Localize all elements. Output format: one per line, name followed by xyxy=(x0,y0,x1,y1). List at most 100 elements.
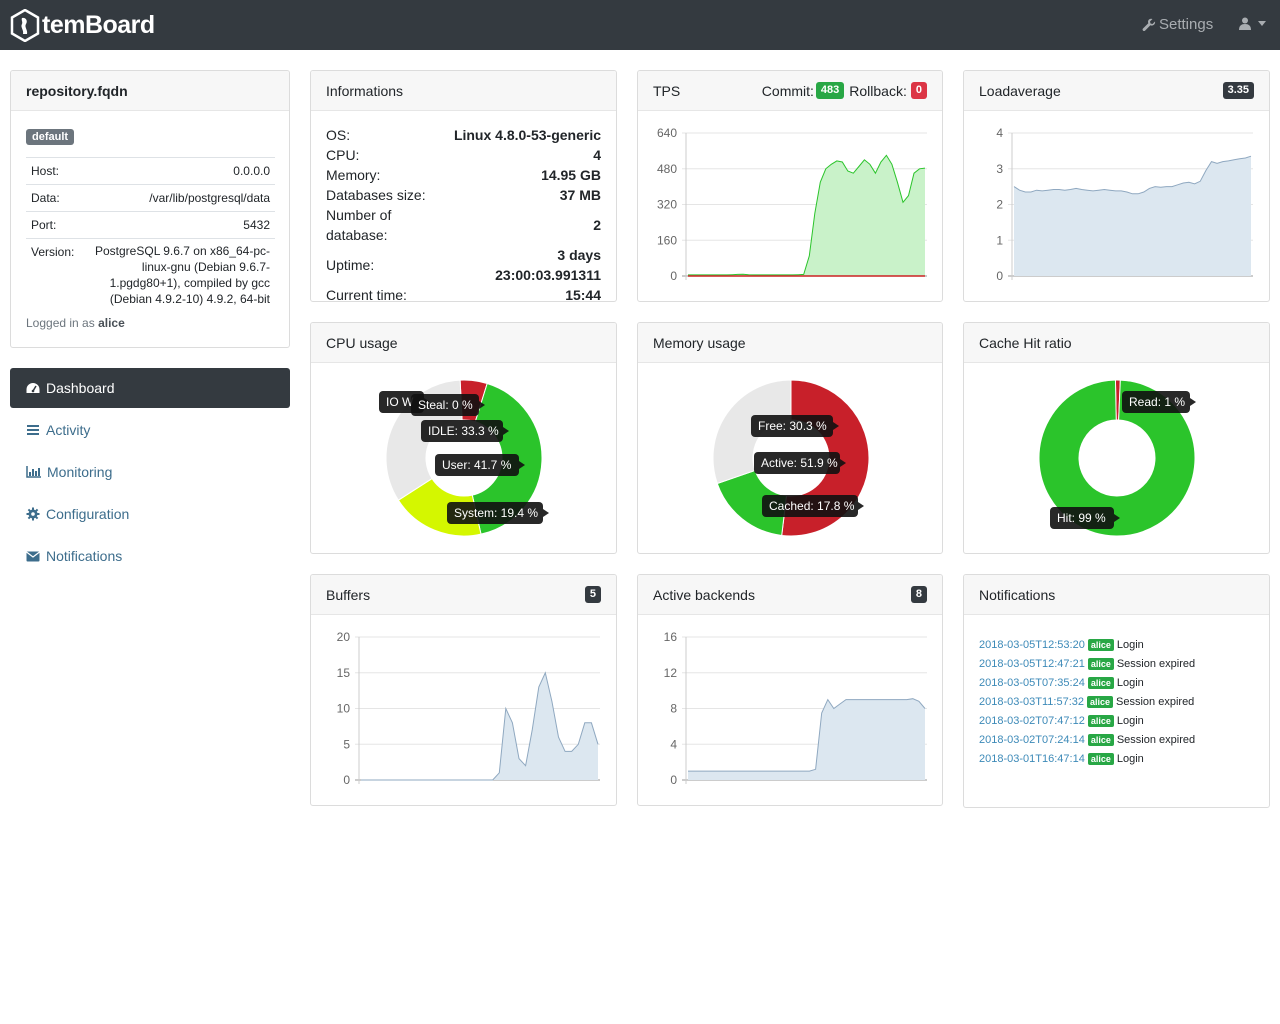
cpu-value: 4 xyxy=(593,147,601,163)
y-tick-label: 1 xyxy=(996,233,1003,247)
card-title: Cache Hit ratio xyxy=(979,334,1072,351)
notification-item: 2018-03-01T16:47:14 alice Login xyxy=(979,749,1254,768)
y-tick-label: 10 xyxy=(337,702,351,716)
tooltip: System: 19.4 % xyxy=(447,502,549,524)
tooltip-bg xyxy=(751,415,833,437)
informations-card: Informations OS: Linux 4.8.0-53-generic C… xyxy=(310,70,617,302)
notification-item: 2018-03-05T12:47:21 alice Session expired xyxy=(979,654,1254,673)
notification-date-link[interactable]: 2018-03-05T07:35:24 xyxy=(979,676,1085,689)
tooltip-text: IDLE: 33.3 % xyxy=(428,424,499,438)
notification-date-link[interactable]: 2018-03-02T07:24:14 xyxy=(979,733,1085,746)
tooltip: Cached: 17.8 % xyxy=(762,495,864,517)
notification-message: Login xyxy=(1116,714,1144,727)
sidebar-label: Monitoring xyxy=(47,464,113,480)
y-tick-label: 4 xyxy=(996,126,1003,140)
tooltip: Active: 51.9 % xyxy=(754,452,846,474)
tooltip: IDLE: 33.3 % xyxy=(421,420,509,442)
notification-user-badge: alice xyxy=(1087,733,1114,746)
row-label: Data: xyxy=(26,184,86,212)
tooltip-bg xyxy=(421,420,503,442)
commit-label: Commit: xyxy=(761,82,814,99)
notification-date-link[interactable]: 2018-03-01T16:47:14 xyxy=(979,752,1085,765)
notification-message: Login xyxy=(1116,638,1144,651)
notification-date-link[interactable]: 2018-03-03T11:57:32 xyxy=(979,695,1084,708)
notifications-card: Notifications 2018-03-05T12:53:20 alice Lo… xyxy=(963,574,1270,808)
sidebar-item-monitoring[interactable]: Monitoring xyxy=(10,452,290,492)
series-area xyxy=(1014,156,1251,276)
tps-chart: 640 480 320 160 0 xyxy=(657,126,927,283)
y-tick-label: 5 xyxy=(343,737,350,751)
card-title: Active backends xyxy=(653,586,755,603)
sidebar-item-configuration[interactable]: Configuration xyxy=(10,494,290,534)
series-area xyxy=(688,155,925,276)
notification-message: Login xyxy=(1116,752,1144,765)
buffers-card: Buffers 5 20 15 10 5 0 xyxy=(310,574,617,806)
cpu-usage-card: CPU usage IO W Steal: 0 % IDLE: 33.3 % User… xyxy=(310,322,617,554)
settings-link[interactable]: Settings xyxy=(1142,16,1213,33)
logged-user: alice xyxy=(98,316,125,330)
dbsize-label: Databases size: xyxy=(326,187,426,203)
loadaverage-card: Loadaverage 3.35 4 3 2 1 0 xyxy=(963,70,1270,302)
card-title: Buffers xyxy=(326,586,371,603)
series-line-commit xyxy=(688,154,926,276)
series-line-load1 xyxy=(1013,155,1252,195)
slice-hit xyxy=(1038,379,1196,537)
notification-item: 2018-03-02T07:47:12 alice Login xyxy=(979,711,1254,730)
card-title: Loadaverage xyxy=(979,82,1061,99)
tooltip-caret xyxy=(1114,514,1120,522)
tooltip-text: User: 41.7 % xyxy=(442,458,512,472)
row-value: 0.0.0.0 xyxy=(86,157,275,185)
tooltip-text: Read: 1 % xyxy=(1129,395,1185,409)
temboard-logo-icon xyxy=(10,9,40,42)
backends-badge: 8 xyxy=(910,586,927,603)
card-title: Notifications xyxy=(979,586,1056,603)
row-value: /var/lib/postgresql/data xyxy=(86,184,275,212)
tooltip-bg xyxy=(435,454,519,476)
tooltip-text: System: 19.4 % xyxy=(454,506,538,520)
logged-in-text: Logged in as alice xyxy=(26,316,125,330)
notification-user-badge: alice xyxy=(1087,638,1114,651)
y-tick-label: 2 xyxy=(996,198,1003,212)
os-value: Linux 4.8.0-53-generic xyxy=(453,127,601,143)
tooltip-caret xyxy=(519,461,525,469)
y-tick-label: 480 xyxy=(657,162,677,176)
server-row-port: Port: 5432 xyxy=(26,211,275,239)
user-menu[interactable] xyxy=(1239,17,1267,30)
sidebar-item-activity[interactable]: Activity xyxy=(10,410,290,450)
buffers-badge: 5 xyxy=(584,586,601,603)
user-icon xyxy=(1239,17,1251,30)
y-tick-label: 640 xyxy=(657,126,677,140)
notification-item: 2018-03-05T12:53:20 alice Login xyxy=(979,635,1254,654)
y-tick-label: 20 xyxy=(337,630,351,644)
wrench-icon xyxy=(1142,18,1156,31)
dashboard-icon xyxy=(26,383,40,393)
active-backends-chart: 16 12 8 4 0 xyxy=(664,630,927,787)
tooltip-text: Cached: 17.8 % xyxy=(769,499,855,513)
notification-date-link[interactable]: 2018-03-02T07:47:12 xyxy=(979,714,1085,727)
card-title: Informations xyxy=(326,82,404,99)
notification-message: Session expired xyxy=(1116,695,1195,708)
tooltip-bg xyxy=(447,502,543,524)
uptime-label: Uptime: xyxy=(326,257,375,273)
bar-chart-icon xyxy=(26,466,41,478)
loadaverage-chart: 4 3 2 1 0 xyxy=(996,126,1253,283)
sidebar-item-dashboard[interactable]: Dashboard xyxy=(10,368,290,408)
brand[interactable]: temBoard xyxy=(10,9,155,42)
notification-date-link[interactable]: 2018-03-05T12:47:21 xyxy=(979,657,1085,670)
dbsize-value: 37 MB xyxy=(559,187,601,203)
server-row-version: Version: PostgreSQL 9.6.7 on x86_64-pc-l… xyxy=(26,238,275,313)
list-icon xyxy=(27,425,39,435)
sidebar-label: Activity xyxy=(46,422,91,438)
sidebar-label: Configuration xyxy=(46,506,130,522)
notification-message: Session expired xyxy=(1116,657,1196,670)
tooltip-bg xyxy=(1122,391,1190,413)
tooltip-caret xyxy=(543,509,549,517)
card-title: Memory usage xyxy=(653,334,746,351)
notifications-list: 2018-03-05T12:53:20 alice Login 2018-03-05T… xyxy=(964,615,1269,788)
buffers-chart: 20 15 10 5 0 xyxy=(337,630,600,787)
notification-date-link[interactable]: 2018-03-05T12:53:20 xyxy=(979,638,1085,651)
tooltip-bg xyxy=(754,452,840,474)
row-label: Version: xyxy=(26,238,86,313)
y-tick-label: 4 xyxy=(670,737,677,751)
sidebar-item-notifications[interactable]: Notifications xyxy=(10,536,290,576)
